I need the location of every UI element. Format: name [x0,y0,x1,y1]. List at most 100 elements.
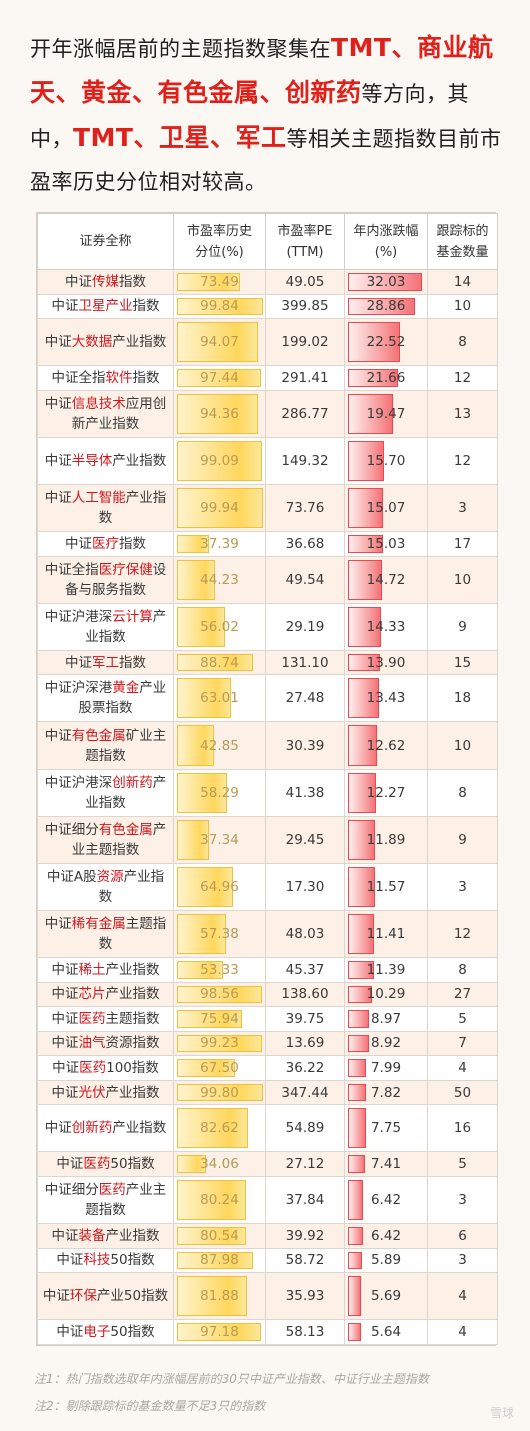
ytd-change-value: 21.66 [366,370,406,386]
ytd-change-bar [348,1083,367,1102]
pe-ttm-value: 13.69 [265,1030,345,1057]
pe-ttm-value: 29.45 [265,815,345,864]
ytd-change-value: 12.62 [366,737,406,754]
ytd-change-value: 7.41 [370,1156,402,1173]
fund-count-value: 12 [427,365,498,391]
index-theme: 创新药 [71,1120,113,1137]
index-name-part: 中证沪港深 [44,608,113,625]
fund-count-value: 9 [427,602,498,651]
index-name-part: 中证细分 [44,821,99,838]
ytd-change-cell: 6.42 [344,1175,428,1225]
index-name: 中证芯片产业指数 [37,981,174,1008]
pe-percentile-bar [177,960,223,979]
ytd-change-bar [348,1059,367,1077]
pe-ttm-value: 45.37 [265,956,345,983]
index-name-part: 产业指数 [105,986,160,1003]
pe-percentile-cell: 99.94 [173,483,266,533]
fund-count-value: 13 [427,389,498,438]
table-row: 中证人工智能产业指数 99.94 73.76 15.07 3 [37,483,498,533]
pe-ttm-value: 149.32 [265,436,345,485]
pe-ttm-value: 54.89 [265,1104,345,1153]
ytd-change-bar [348,1251,362,1270]
pe-percentile-bar [177,1323,261,1341]
headline: 开年涨幅居前的主题指数聚集在TMT、商业航天、黄金、有色金属、创新药等方向，其中… [30,26,508,204]
pe-ttm-value: 49.54 [265,555,345,604]
pe-percentile-cell: 63.01 [173,674,266,723]
pe-percentile-bar [177,1179,246,1221]
pe-ttm-value: 27.48 [265,674,345,723]
ytd-change-bar [348,725,378,766]
pe-percentile-cell: 80.24 [173,1175,266,1225]
pe-ttm-value: 347.44 [265,1079,345,1106]
pe-percentile-cell: 88.74 [173,649,266,676]
pe-percentile-cell: 99.84 [173,293,266,320]
index-name-part: 产业指数 [112,452,167,469]
index-theme: 医疗保健 [98,561,153,578]
fund-count-value: 3 [427,862,498,911]
index-theme: 卫星产业 [78,298,133,315]
ytd-change-bar [348,653,381,672]
pe-percentile-value: 64.96 [200,878,239,895]
pe-percentile-bar [177,772,228,813]
ytd-change-value: 19.47 [366,405,406,422]
headline-highlight-1: TMT、商业航天、黄金、有色金属、创新药 [30,33,494,107]
ytd-change-bar [348,559,382,600]
index-name-part: 100指数 [106,1059,159,1076]
index-name: 中证医疗指数 [37,531,174,557]
index-name: 中证创新药产业指数 [37,1104,174,1153]
ytd-change-value: 22.52 [366,334,406,351]
index-theme: 医药 [78,1010,106,1027]
ytd-change-bar [348,369,399,387]
ytd-change-cell: 8.92 [344,1030,428,1057]
pe-percentile-cell: 44.23 [173,555,266,604]
header-pe-percentile: 市盈率历史分位(%) [173,213,266,270]
index-name-part: 指数 [119,273,146,290]
header-fund-count: 跟踪标的基金数量 [427,213,498,270]
pe-percentile-value: 99.23 [200,1035,239,1052]
pe-percentile-value: 99.84 [200,298,239,315]
pe-ttm-value: 36.68 [265,531,345,557]
ytd-change-cell: 11.39 [344,956,428,983]
pe-ttm-value: 30.39 [265,721,345,770]
pe-ttm-value: 36.22 [265,1055,345,1081]
ytd-change-bar [348,1034,369,1053]
table-row: 中证沪港深云计算产业指数 56.02 29.19 14.33 9 [37,602,498,651]
index-name: 中证全指医疗保健设备与服务指数 [37,555,174,604]
pe-ttm-value: 35.93 [265,1272,345,1321]
pe-percentile-bar [177,535,210,553]
headline-part-1: 开年涨幅居前的主题指数聚集在 [30,37,331,61]
ytd-change-bar [348,440,385,481]
index-name-part: 应用创新产业指数 [71,395,167,432]
fund-count-value: 12 [427,909,498,958]
index-theme: 有色金属 [71,727,126,744]
index-name-part: 中证 [51,1227,79,1244]
ytd-change-bar [348,1155,366,1173]
index-name: 中证军工指数 [37,649,174,676]
ytd-change-value: 8.97 [370,1010,402,1027]
header-ytd-change: 年内涨跌幅 (%) [344,213,428,270]
index-name-part: 产业指数 [105,1084,160,1101]
fund-count-value: 14 [427,269,498,295]
table-row: 中证稀土产业指数 53.33 45.37 11.39 8 [37,956,498,983]
ytd-change-cell: 15.70 [344,436,428,485]
fund-count-value: 7 [427,1030,498,1057]
index-name-part: 产业指数 [105,1227,160,1244]
ytd-change-value: 14.72 [366,571,406,588]
ytd-change-bar [348,322,401,363]
pe-percentile-value: 80.54 [200,1227,239,1244]
ytd-change-bar [348,1323,362,1341]
pe-percentile-cell: 37.34 [173,815,266,864]
pe-percentile-cell: 80.54 [173,1223,266,1249]
index-name-part: 中证A股 [46,868,97,885]
pe-ttm-value: 41.38 [265,768,345,817]
index-name-part: 产业指数 [98,490,167,527]
table-header-row: 证券全称 市盈率历史分位(%) 市盈率PE (TTM) 年内涨跌幅 (%) 跟踪… [37,213,498,270]
ytd-change-bar [348,273,422,291]
index-name-part: 产业指数 [112,1120,167,1137]
pe-percentile-bar [177,725,214,766]
ytd-change-value: 11.41 [366,925,406,942]
index-name: 中证A股资源产业指数 [37,862,174,911]
index-theme: 芯片 [78,986,106,1003]
ytd-change-bar [348,606,382,647]
pe-percentile-value: 99.80 [200,1084,239,1101]
